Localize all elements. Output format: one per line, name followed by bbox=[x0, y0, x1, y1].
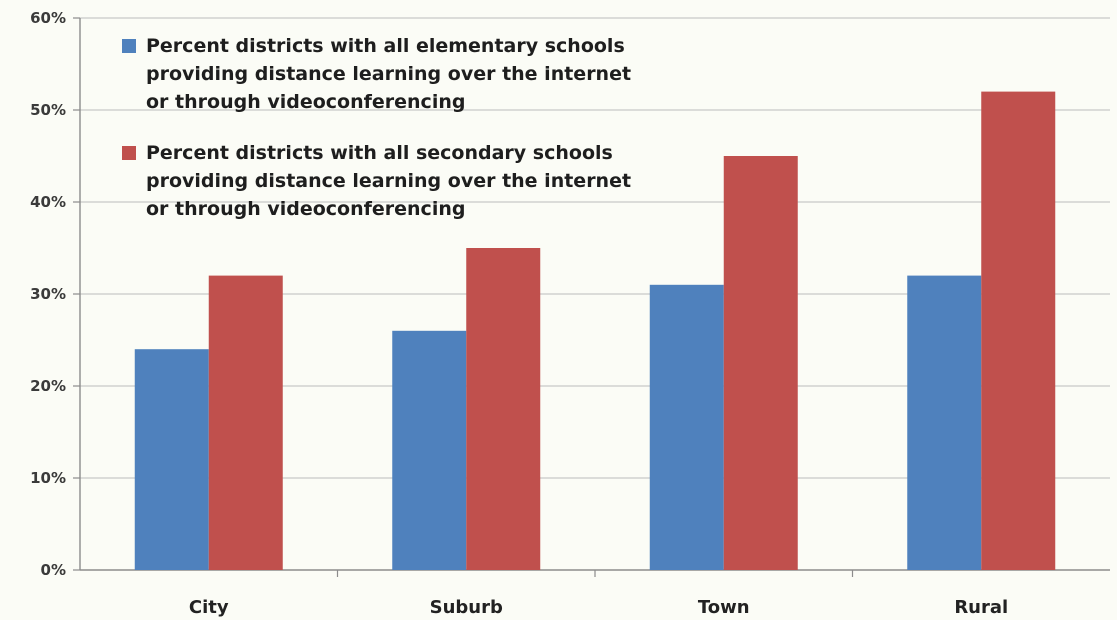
x-tick-label: Suburb bbox=[430, 597, 503, 618]
x-tick-label: City bbox=[189, 597, 229, 618]
legend-swatch bbox=[122, 39, 136, 53]
y-tick-label: 10% bbox=[30, 469, 66, 487]
legend-label: or through videoconferencing bbox=[146, 198, 465, 220]
bar-secondary-city bbox=[208, 275, 283, 570]
y-tick-label: 50% bbox=[30, 101, 66, 119]
bar-secondary-town bbox=[723, 156, 798, 570]
bar-elementary-town bbox=[649, 284, 724, 570]
x-tick-label: Rural bbox=[954, 597, 1008, 618]
legend-label: or through videoconferencing bbox=[146, 91, 465, 113]
bar-elementary-city bbox=[134, 349, 209, 570]
bar-elementary-suburb bbox=[392, 330, 467, 570]
bar-elementary-rural bbox=[907, 275, 982, 570]
bar-secondary-suburb bbox=[466, 248, 541, 570]
legend-label: providing distance learning over the int… bbox=[146, 170, 631, 192]
y-tick-label: 20% bbox=[30, 377, 66, 395]
legend-swatch bbox=[122, 146, 136, 160]
y-tick-label: 40% bbox=[30, 193, 66, 211]
legend-label: Percent districts with all secondary sch… bbox=[146, 142, 613, 164]
legend-label: providing distance learning over the int… bbox=[146, 63, 631, 85]
bar-secondary-rural bbox=[981, 91, 1056, 570]
y-tick-label: 30% bbox=[30, 285, 66, 303]
x-tick-label: Town bbox=[698, 597, 750, 618]
y-tick-label: 60% bbox=[30, 9, 66, 27]
legend-label: Percent districts with all elementary sc… bbox=[146, 35, 625, 57]
y-tick-label: 0% bbox=[41, 561, 66, 579]
